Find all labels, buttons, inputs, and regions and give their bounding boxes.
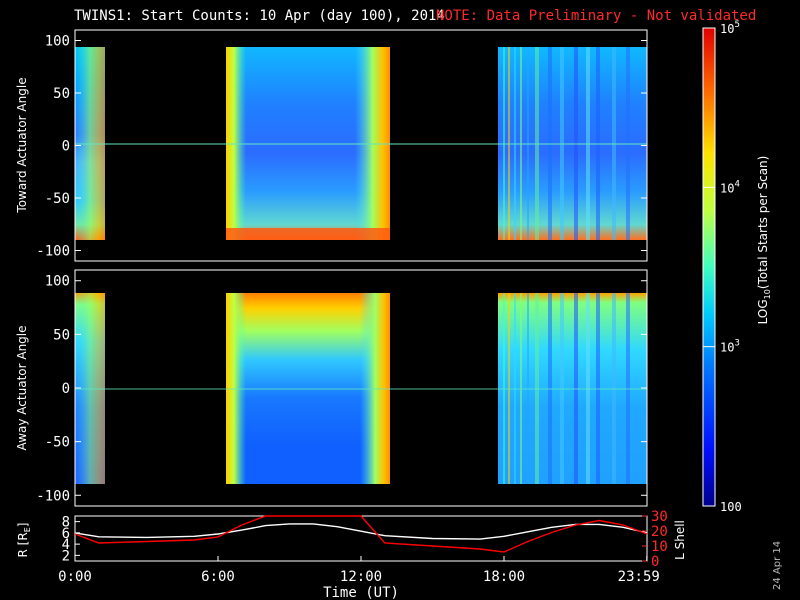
- colorbar-ticks: 105 104 103 100: [703, 20, 742, 514]
- away-heatmap: [75, 293, 647, 484]
- orbit-lshell-line: [74, 515, 648, 553]
- colorbar-tick-label: 103: [720, 339, 740, 355]
- orbit-left-tick-label: 6: [62, 526, 70, 542]
- heatmap-stripe: [514, 293, 516, 484]
- y-tick-label: -100: [36, 488, 70, 504]
- x-tick-label: 23:59: [618, 569, 660, 585]
- y-tick-label: 50: [53, 86, 70, 102]
- title-bar: TWINS1: Start Counts: 10 Apr (day 100), …: [0, 6, 800, 26]
- toward-y-axis-label: Toward Actuator Angle: [15, 77, 29, 213]
- away-block-2-right-edge: [360, 293, 390, 484]
- orbit-right-tick-label: 30: [651, 509, 668, 525]
- x-tick-label: 6:00: [201, 569, 235, 585]
- heatmap-stripe: [574, 293, 578, 484]
- y-tick-label: -50: [45, 191, 70, 207]
- heatmap-stripe: [508, 293, 510, 484]
- orbit-left-tick-label: 2: [62, 548, 70, 564]
- toward-zero-band: [75, 143, 647, 145]
- heatmap-stripe: [503, 293, 505, 484]
- toward-block-2-bottom-band: [226, 228, 390, 240]
- colorbar-tick-label: 105: [720, 20, 740, 36]
- y-tick-label: -50: [45, 435, 70, 451]
- y-tick-label: 100: [45, 274, 70, 290]
- away-y-ticks: 100 50 0 -50 -100: [36, 274, 647, 504]
- toward-heatmap: [75, 47, 647, 240]
- away-block-3-stripes: [503, 293, 630, 484]
- x-tick-label: 0:00: [58, 569, 92, 585]
- y-tick-label: 100: [45, 34, 70, 50]
- away-block-2-left-edge: [226, 293, 246, 484]
- orbit-left-tick-label: 4: [62, 537, 70, 553]
- x-axis-label: Time (UT): [323, 585, 399, 600]
- orbit-lines: [74, 515, 648, 553]
- colorbar-gradient: [703, 28, 715, 506]
- heatmap-stripe: [535, 293, 539, 484]
- heatmap-stripe: [586, 293, 590, 484]
- y-tick-label: 0: [62, 381, 70, 397]
- orbit-left-tick-label: 8: [62, 515, 70, 531]
- colorbar-tick-label: 104: [720, 179, 740, 195]
- chart-title: TWINS1: Start Counts: 10 Apr (day 100), …: [74, 8, 445, 24]
- orbit-right-tick-label: 10: [651, 539, 668, 555]
- away-panel: 100 50 0 -50 -100 Away Actuator Angle: [15, 269, 648, 507]
- y-tick-label: 0: [62, 139, 70, 155]
- orbit-right-tick-label: 0: [651, 554, 659, 570]
- heatmap-stripe: [520, 293, 522, 484]
- orbit-r-line: [74, 523, 648, 540]
- orbit-right-tick-label: 20: [651, 524, 668, 540]
- orbit-right-axis-label: L Shell: [673, 520, 687, 560]
- toward-y-ticks: 100 50 0 -50 -100: [36, 34, 647, 260]
- x-tick-label: 18:00: [483, 569, 525, 585]
- orbit-x-ticks: 0:00 6:00 12:00 18:00 23:59: [58, 556, 660, 585]
- away-y-axis-label: Away Actuator Angle: [15, 325, 29, 450]
- orbit-plot-frame: [74, 515, 648, 562]
- colorbar: 105 104 103 100 LOG10(Total Starts per Scan…: [702, 20, 772, 514]
- toward-panel: 100 50 0 -50 -100 Toward Actuator Angle: [15, 29, 648, 262]
- heatmap-stripe: [612, 293, 616, 484]
- date-stamp: 24 Apr 14: [772, 540, 783, 590]
- heatmap-stripe: [626, 293, 630, 484]
- away-block-3: [498, 293, 647, 484]
- orbit-left-axis-label: R [RE]: [16, 523, 32, 558]
- y-tick-label: -100: [36, 244, 70, 260]
- preliminary-note: NOTE: Data Preliminary - Not validated: [436, 8, 757, 24]
- heatmap-stripe: [548, 293, 552, 484]
- heatmap-stripe: [560, 293, 564, 484]
- y-tick-label: 50: [53, 327, 70, 343]
- away-zero-band: [75, 388, 647, 390]
- heatmap-stripe: [596, 293, 600, 484]
- colorbar-label: LOG10(Total Starts per Scan): [756, 156, 772, 325]
- colorbar-tick-label: 100: [720, 500, 742, 514]
- heatmap-stripe: [527, 293, 529, 484]
- x-tick-label: 12:00: [340, 569, 382, 585]
